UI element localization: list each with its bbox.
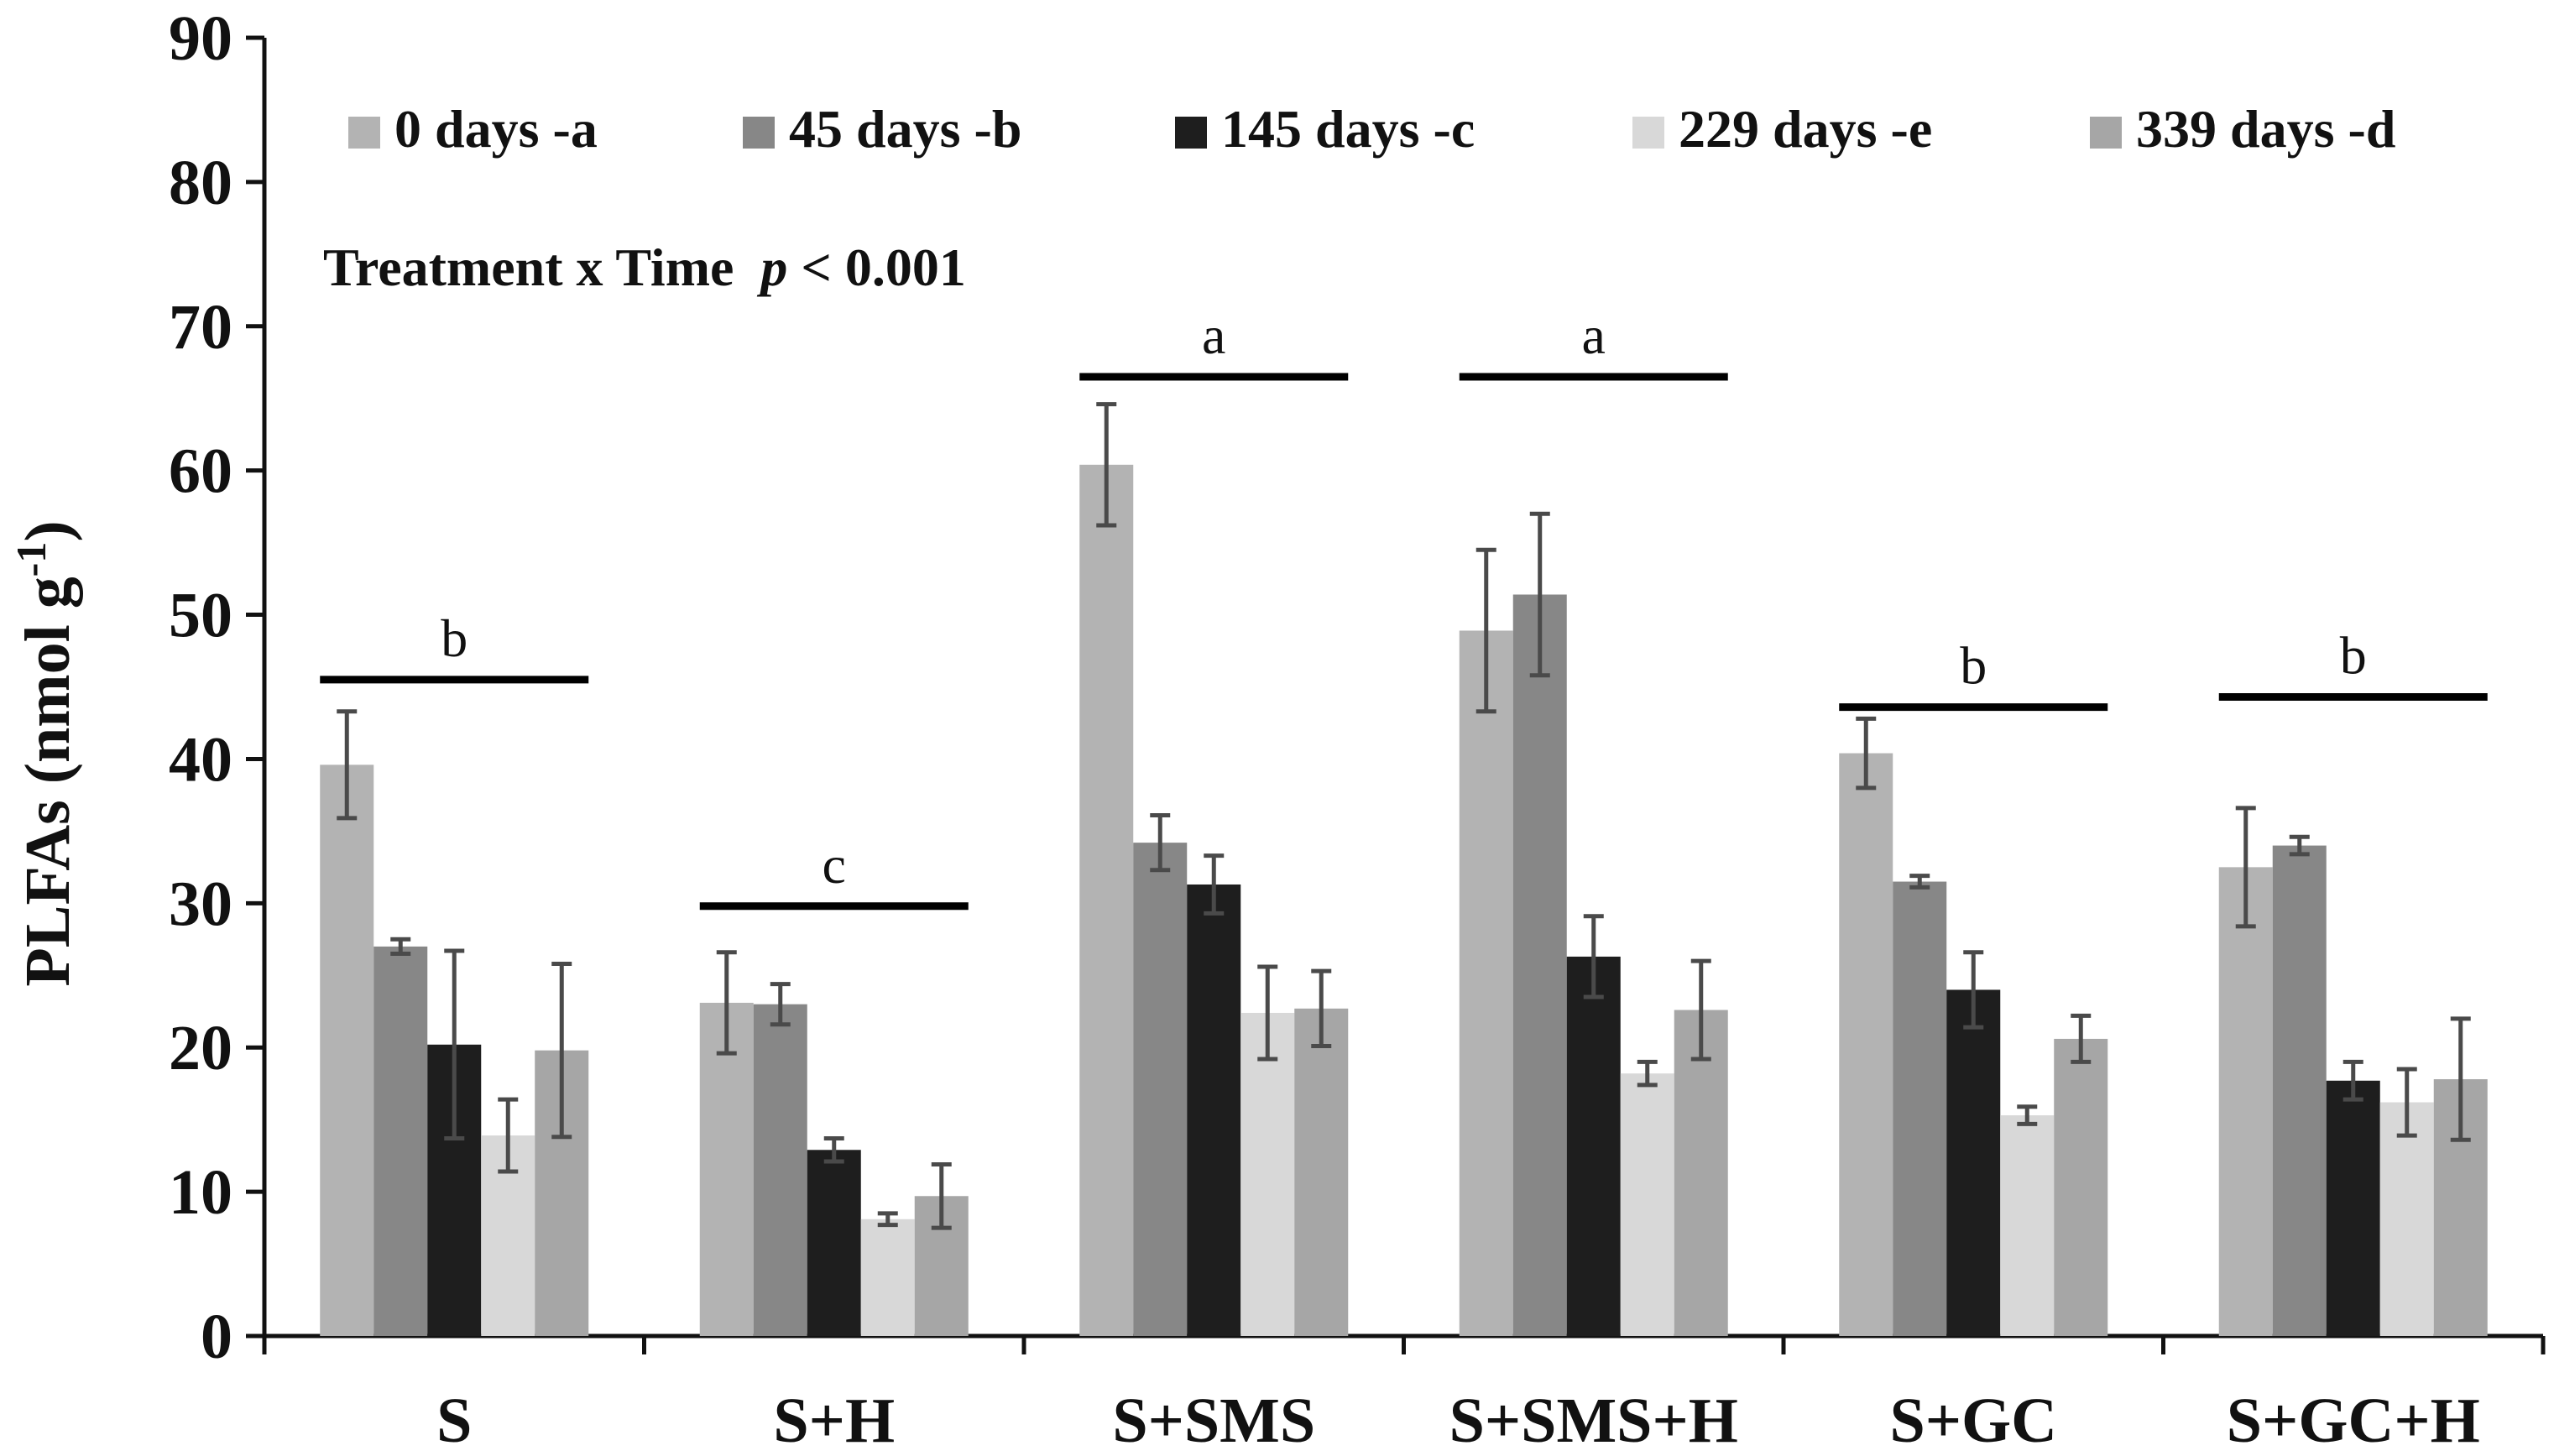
significance-letter: c [823, 835, 846, 895]
bar [1946, 989, 2001, 1336]
stat-annotation-p: p [756, 237, 787, 297]
bar [1079, 464, 1134, 1336]
error-bars [337, 402, 2471, 1230]
bar [753, 1004, 807, 1336]
y-tick-label: 80 [169, 148, 232, 218]
bar [1893, 881, 1947, 1336]
bar [1240, 1012, 1295, 1336]
significance-letter: a [1202, 305, 1225, 365]
legend-swatch [348, 117, 380, 149]
bar [320, 765, 374, 1336]
bar [699, 1002, 754, 1336]
legend-label: 339 days -d [2136, 99, 2395, 159]
legend-swatch [743, 117, 775, 149]
bar [2054, 1038, 2108, 1336]
bar [2326, 1080, 2380, 1336]
bar [1512, 594, 1567, 1336]
bar [2379, 1102, 2434, 1336]
x-tick-label: S+SMS [1112, 1386, 1315, 1456]
x-tick-label: S+GC [1889, 1386, 2057, 1456]
legend-swatch [2090, 117, 2122, 149]
y-tick-label: 40 [169, 724, 232, 795]
y-tick-label: 30 [169, 869, 232, 939]
bar [2000, 1115, 2055, 1336]
bar [1459, 630, 1513, 1336]
y-tick-label: 50 [169, 581, 232, 651]
legend-label: 145 days -c [1221, 99, 1475, 159]
legend-label: 229 days -e [1679, 99, 1932, 159]
legend: 0 days -a 45 days -b 145 days -c 229 days -… [348, 99, 2395, 159]
y-tick-label: 20 [169, 1013, 232, 1083]
bar [807, 1150, 861, 1336]
bar [860, 1219, 915, 1336]
stat-annotation: Treatment x Time p < 0.001 [323, 237, 966, 297]
legend-swatch [1632, 117, 1664, 149]
bar [1674, 1010, 1728, 1336]
y-tick-label: 70 [169, 292, 232, 363]
x-tick-label: S+GC+H [2227, 1386, 2480, 1456]
significance-letter: a [1582, 305, 1606, 365]
bars [320, 464, 2488, 1336]
bar [2218, 867, 2273, 1336]
bar [2272, 845, 2327, 1336]
significance-letter: b [1960, 636, 1987, 696]
axes: 0 10 20 30 40 50 60 70 80 90 S S+H S+SMS S+SMS+H S+GC S… [169, 3, 2546, 1456]
stat-annotation-suffix: < 0.001 [787, 237, 965, 297]
bar [1133, 843, 1188, 1336]
y-axis-label-text: PLFAs (nmol g [13, 577, 83, 986]
bar [1187, 884, 1241, 1336]
y-axis-label-superscript: -1 [8, 542, 55, 577]
y-tick-label: 10 [169, 1157, 232, 1228]
significance-letter: b [2340, 626, 2367, 686]
stat-annotation-prefix: Treatment x Time [323, 237, 760, 297]
legend-label: 45 days -b [789, 99, 1021, 159]
significance-bars: b c a a b b [320, 305, 2488, 911]
bar [1620, 1073, 1674, 1336]
bar [1839, 753, 1893, 1336]
y-axis-label-close: ) [13, 520, 83, 541]
y-tick-label: 90 [169, 3, 232, 74]
x-tick-label: S [436, 1386, 472, 1456]
bar [373, 946, 428, 1336]
legend-swatch [1175, 117, 1207, 149]
x-tick-label: S+SMS+H [1449, 1386, 1738, 1456]
y-axis-label: PLFAs (nmol g-1) [8, 520, 83, 986]
y-tick-label: 0 [201, 1302, 232, 1372]
legend-label: 0 days -a [394, 99, 598, 159]
y-tick-label: 60 [169, 436, 232, 507]
significance-letter: b [441, 608, 467, 668]
bar [1294, 1008, 1349, 1336]
bar [1566, 956, 1621, 1336]
x-tick-label: S+H [773, 1386, 895, 1456]
